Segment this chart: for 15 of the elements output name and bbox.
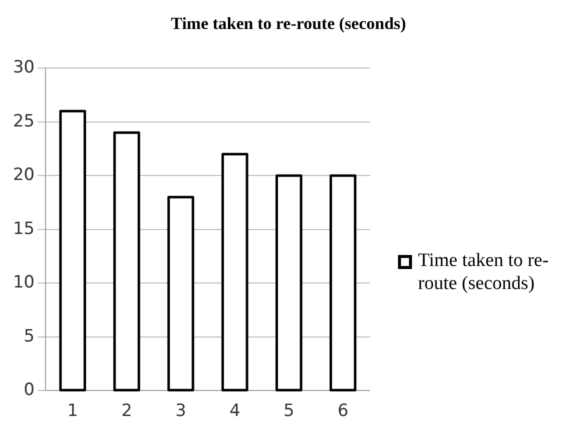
chart-title: Time taken to re-route (seconds) (170, 14, 408, 34)
y-tick-label: 20 (12, 165, 35, 186)
y-tick-label: 30 (12, 58, 35, 78)
x-tick-label: 1 (67, 401, 78, 422)
y-tick-label: 25 (12, 111, 35, 132)
y-tick-label: 5 (24, 326, 35, 346)
x-tick-label: 2 (121, 401, 132, 422)
y-tick-label: 15 (12, 218, 35, 239)
y-tick-label: 0 (24, 380, 35, 400)
x-tick-label: 6 (338, 401, 348, 422)
y-tick-label: 10 (12, 272, 35, 293)
x-tick-label: 4 (229, 401, 240, 422)
x-tick-label: 3 (175, 401, 186, 422)
x-tick-label: 5 (283, 401, 294, 422)
text: Time taken to re-route (seconds) (418, 250, 550, 296)
